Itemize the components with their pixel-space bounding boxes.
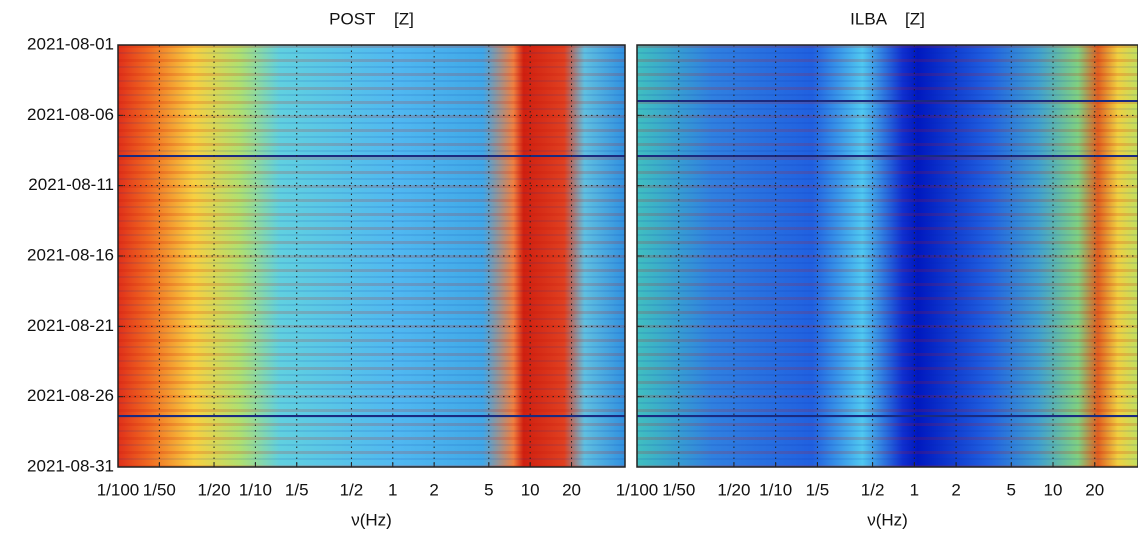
x-tick-label: 1/100 (616, 480, 659, 499)
x-tick-label: 1/100 (97, 480, 140, 499)
x-tick-label: 1/20 (717, 480, 750, 499)
y-tick-label: 2021-08-31 (27, 456, 114, 475)
x-tick-label: 1/20 (197, 480, 230, 499)
chart-title: ILBA [Z] (850, 9, 925, 28)
x-tick-label: 10 (521, 480, 540, 499)
x-tick-label: 1/5 (806, 480, 830, 499)
x-tick-label: 20 (1085, 480, 1104, 499)
x-tick-label: 2 (951, 480, 960, 499)
x-tick-label: 1/50 (143, 480, 176, 499)
y-tick-label: 2021-08-26 (27, 386, 114, 405)
x-tick-label: 1/10 (239, 480, 272, 499)
x-tick-label: 1/2 (340, 480, 364, 499)
x-tick-label: 1 (388, 480, 397, 499)
plot-frame (636, 44, 1138, 468)
y-tick-label: 2021-08-01 (27, 34, 114, 53)
y-tick-label: 2021-08-11 (28, 175, 114, 194)
x-tick-label: 1/10 (759, 480, 792, 499)
x-tick-label: 20 (562, 480, 581, 499)
x-axis-label: ν(Hz) (867, 510, 908, 529)
x-tick-label: 5 (484, 480, 493, 499)
x-tick-label: 1/5 (285, 480, 309, 499)
x-tick-label: 2 (429, 480, 438, 499)
y-tick-label: 2021-08-06 (27, 105, 114, 124)
x-tick-label: 1 (910, 480, 919, 499)
x-tick-label: 5 (1007, 480, 1016, 499)
x-tick-label: 10 (1044, 480, 1063, 499)
x-tick-label: 1/2 (861, 480, 885, 499)
y-tick-label: 2021-08-16 (27, 245, 114, 264)
plot-frame (117, 44, 626, 468)
y-tick-label: 2021-08-21 (27, 316, 114, 335)
chart-title: POST [Z] (329, 9, 414, 28)
x-tick-label: 1/50 (662, 480, 695, 499)
x-axis-label: ν(Hz) (351, 510, 392, 529)
